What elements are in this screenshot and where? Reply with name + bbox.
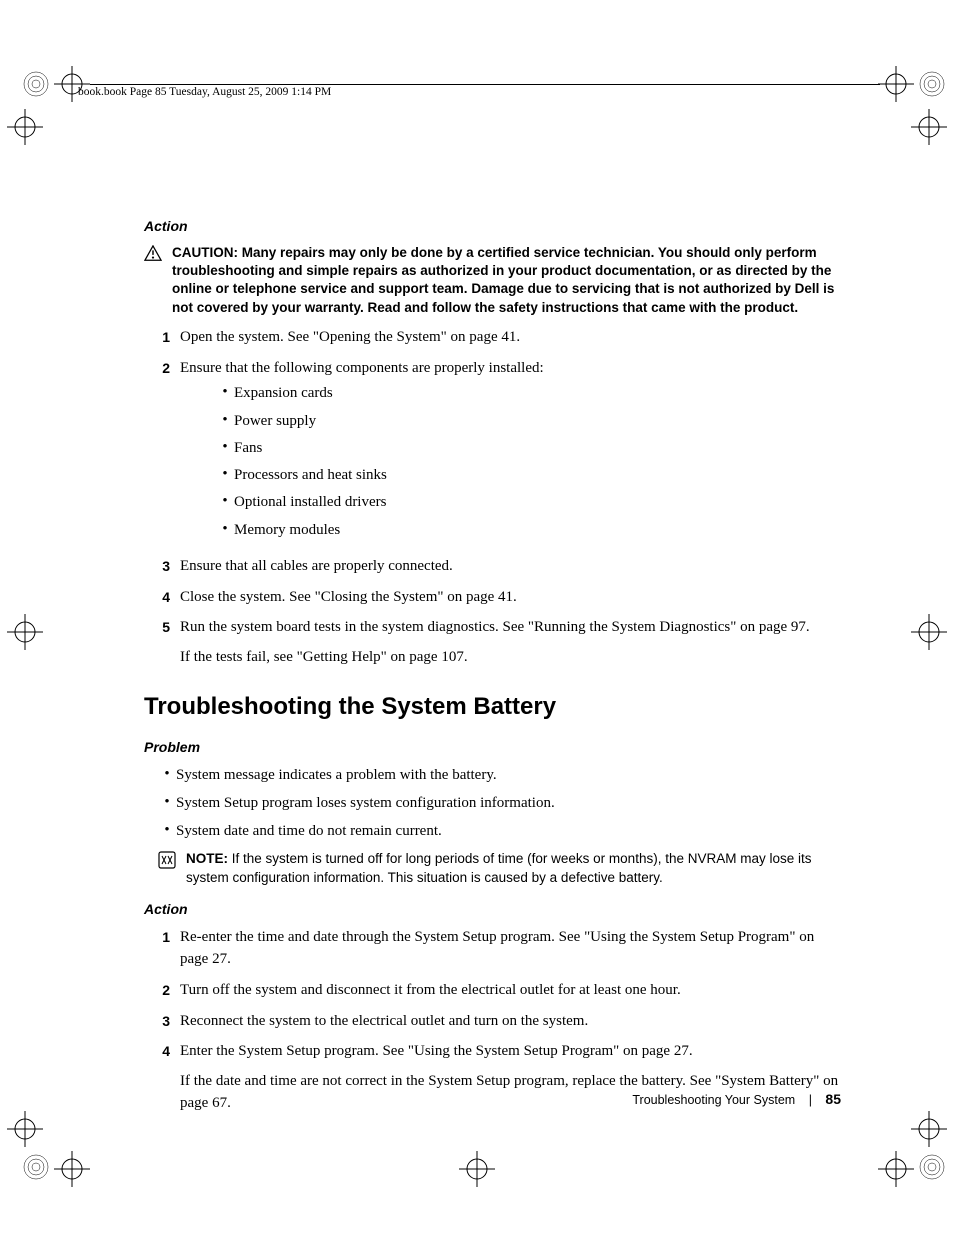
rosette-icon	[918, 1153, 946, 1181]
step-number: 5	[144, 617, 170, 637]
list-item: •System date and time do not remain curr…	[158, 821, 844, 841]
bullet-icon: •	[216, 438, 234, 456]
bullet-icon: •	[158, 765, 176, 783]
registration-mark-icon	[459, 1151, 495, 1187]
note-label: NOTE:	[186, 851, 228, 866]
registration-mark-icon	[7, 614, 43, 650]
list-item: 1 Open the system. See "Opening the Syste…	[144, 327, 844, 349]
step-number: 1	[144, 927, 170, 947]
bullet-text: System date and time do not remain curre…	[176, 821, 442, 841]
registration-mark-icon	[911, 1111, 947, 1147]
step-number: 3	[144, 556, 170, 576]
bullet-text: Expansion cards	[234, 383, 333, 403]
bullet-text: System Setup program loses system config…	[176, 793, 555, 813]
note-block: NOTE: If the system is turned off for lo…	[158, 850, 844, 888]
note-body: If the system is turned off for long per…	[186, 851, 812, 885]
list-item: •Optional installed drivers	[216, 492, 844, 512]
bullet-icon: •	[216, 492, 234, 510]
list-item: •Memory modules	[216, 520, 844, 540]
footer-chapter: Troubleshooting Your System	[632, 1093, 795, 1107]
problem-bullets: •System message indicates a problem with…	[158, 765, 844, 842]
rosette-icon	[918, 70, 946, 98]
step-text-container: Run the system board tests in the system…	[180, 617, 844, 669]
step-number: 1	[144, 327, 170, 347]
action-label: Action	[144, 218, 844, 234]
registration-mark-icon	[878, 1151, 914, 1187]
caution-label: CAUTION:	[172, 245, 238, 260]
step-text: Reconnect the system to the electrical o…	[180, 1011, 844, 1033]
action-steps-list-2: 1 Re-enter the time and date through the …	[144, 927, 844, 1114]
bullet-icon: •	[158, 821, 176, 839]
step-text: Ensure that the following components are…	[180, 360, 544, 376]
list-item: 3 Ensure that all cables are properly con…	[144, 556, 844, 578]
list-item: 2 Turn off the system and disconnect it f…	[144, 980, 844, 1002]
bullet-text: Memory modules	[234, 520, 340, 540]
bullet-text: Fans	[234, 438, 262, 458]
step-text: Ensure that all cables are properly conn…	[180, 556, 844, 578]
list-item: 5 Run the system board tests in the syst…	[144, 617, 844, 669]
step-text: Enter the System Setup program. See "Usi…	[180, 1043, 693, 1059]
step-followup: If the tests fail, see "Getting Help" on…	[180, 647, 844, 669]
registration-mark-icon	[911, 614, 947, 650]
sub-bullets: •Expansion cards •Power supply •Fans •Pr…	[216, 383, 844, 540]
bullet-text: Optional installed drivers	[234, 492, 386, 512]
list-item: 3 Reconnect the system to the electrical …	[144, 1011, 844, 1033]
registration-mark-icon	[54, 1151, 90, 1187]
rule-line	[90, 84, 880, 85]
note-icon	[158, 851, 176, 874]
registration-mark-icon	[7, 1111, 43, 1147]
step-text: Run the system board tests in the system…	[180, 619, 810, 635]
step-number: 2	[144, 358, 170, 378]
list-item: •System message indicates a problem with…	[158, 765, 844, 785]
bullet-text: System message indicates a problem with …	[176, 765, 497, 785]
list-item: •Power supply	[216, 411, 844, 431]
step-number: 2	[144, 980, 170, 1000]
registration-mark-icon	[878, 66, 914, 102]
step-text: Turn off the system and disconnect it fr…	[180, 980, 844, 1002]
problem-label: Problem	[144, 739, 844, 755]
list-item: 4 Close the system. See "Closing the Syst…	[144, 587, 844, 609]
bullet-icon: •	[216, 520, 234, 538]
bullet-icon: •	[216, 383, 234, 401]
rosette-icon	[22, 70, 50, 98]
list-item: •Fans	[216, 438, 844, 458]
list-item: •System Setup program loses system confi…	[158, 793, 844, 813]
list-item: •Expansion cards	[216, 383, 844, 403]
step-number: 4	[144, 1041, 170, 1061]
bullet-text: Processors and heat sinks	[234, 465, 387, 485]
list-item: •Processors and heat sinks	[216, 465, 844, 485]
registration-mark-icon	[911, 109, 947, 145]
bullet-icon: •	[158, 793, 176, 811]
page-content: Action CAUTION: Many repairs may only be…	[144, 218, 844, 1124]
step-text: Close the system. See "Closing the Syste…	[180, 587, 844, 609]
caution-icon	[144, 245, 162, 266]
step-number: 3	[144, 1011, 170, 1031]
footer-separator: |	[809, 1093, 812, 1107]
bullet-text: Power supply	[234, 411, 316, 431]
caution-body: Many repairs may only be done by a certi…	[172, 245, 834, 315]
bullet-icon: •	[216, 411, 234, 429]
rosette-icon	[22, 1153, 50, 1181]
action-label-2: Action	[144, 901, 844, 917]
footer-page-number: 85	[825, 1091, 841, 1107]
registration-mark-icon	[7, 109, 43, 145]
list-item: 1 Re-enter the time and date through the …	[144, 927, 844, 971]
step-text: Open the system. See "Opening the System…	[180, 327, 844, 349]
step-text-container: Ensure that the following components are…	[180, 358, 844, 547]
heading-troubleshooting-battery: Troubleshooting the System Battery	[144, 693, 844, 721]
action-steps-list: 1 Open the system. See "Opening the Syste…	[144, 327, 844, 669]
step-text: Re-enter the time and date through the S…	[180, 927, 844, 971]
running-head: book.book Page 85 Tuesday, August 25, 20…	[78, 86, 331, 98]
note-text: NOTE: If the system is turned off for lo…	[186, 850, 844, 888]
list-item: 2 Ensure that the following components a…	[144, 358, 844, 547]
caution-text: CAUTION: Many repairs may only be done b…	[172, 244, 844, 317]
page: book.book Page 85 Tuesday, August 25, 20…	[0, 0, 954, 1235]
caution-block: CAUTION: Many repairs may only be done b…	[144, 244, 844, 317]
page-footer: Troubleshooting Your System | 85	[632, 1091, 841, 1107]
bullet-icon: •	[216, 465, 234, 483]
step-number: 4	[144, 587, 170, 607]
